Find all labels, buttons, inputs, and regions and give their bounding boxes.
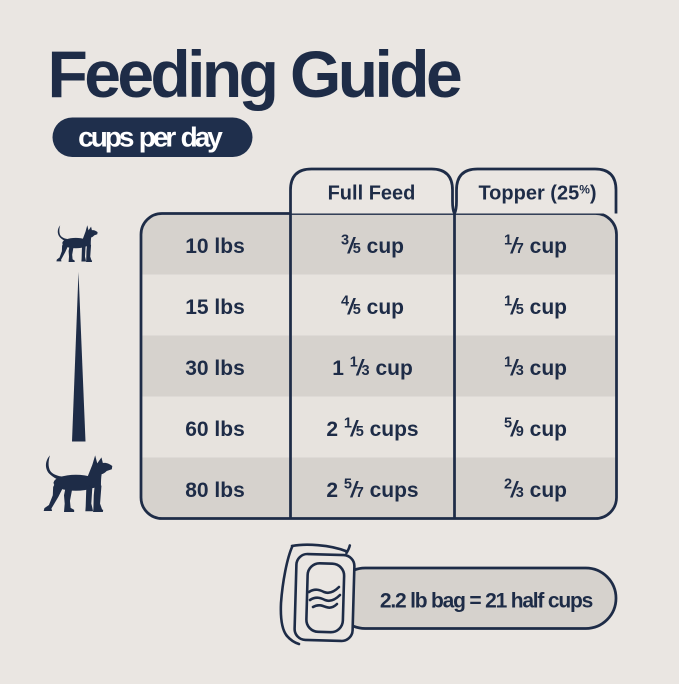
svg-text:5/9 cup: 5/9 cup	[504, 416, 567, 442]
svg-text:60 lbs: 60 lbs	[185, 418, 245, 441]
svg-text:Topper (25%): Topper (25%)	[478, 183, 596, 205]
svg-text:2 5/7 cups: 2 5/7 cups	[326, 477, 418, 503]
svg-text:4/5 cup: 4/5 cup	[341, 294, 404, 320]
svg-text:30 lbs: 30 lbs	[185, 357, 245, 380]
svg-text:15 lbs: 15 lbs	[185, 296, 245, 319]
svg-text:cups per day: cups per day	[78, 122, 223, 153]
svg-text:2 1/5 cups: 2 1/5 cups	[326, 416, 418, 442]
svg-text:1/3 cup: 1/3 cup	[504, 355, 567, 381]
svg-text:2.2 lb bag = 21 half cups: 2.2 lb bag = 21 half cups	[380, 590, 593, 613]
svg-text:2/3 cup: 2/3 cup	[504, 477, 567, 503]
svg-text:Feeding Guide: Feeding Guide	[48, 37, 461, 111]
svg-text:1 1/3 cup: 1 1/3 cup	[332, 355, 413, 381]
svg-text:1/5 cup: 1/5 cup	[504, 294, 567, 320]
svg-text:3/5 cup: 3/5 cup	[341, 233, 404, 259]
svg-text:1/7 cup: 1/7 cup	[504, 233, 567, 259]
svg-text:80 lbs: 80 lbs	[185, 479, 245, 502]
svg-text:Full Feed: Full Feed	[328, 183, 416, 205]
svg-text:10 lbs: 10 lbs	[185, 235, 245, 258]
